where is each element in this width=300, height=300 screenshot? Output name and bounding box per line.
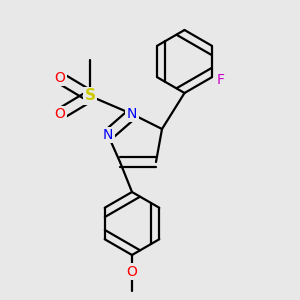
Text: O: O xyxy=(127,265,137,278)
Text: S: S xyxy=(85,88,95,104)
Text: O: O xyxy=(55,107,65,121)
Text: F: F xyxy=(217,73,225,87)
Text: N: N xyxy=(127,107,137,121)
Text: O: O xyxy=(55,71,65,85)
Text: N: N xyxy=(103,128,113,142)
